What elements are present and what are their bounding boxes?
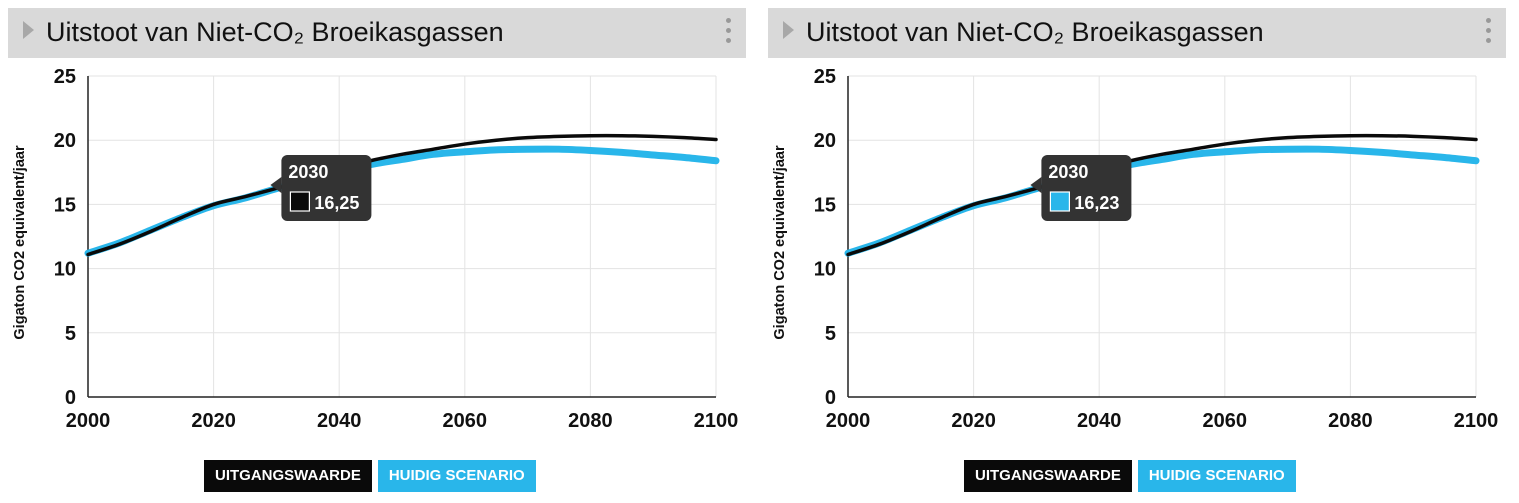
- tooltip-year: 2030: [288, 162, 328, 182]
- series-line-current-scenario: [84, 145, 720, 257]
- x-tick-label: 2000: [66, 410, 111, 432]
- y-tick-label: 5: [825, 323, 836, 345]
- y-tick-label: 20: [814, 130, 836, 152]
- kebab-menu-icon[interactable]: [1484, 18, 1492, 48]
- x-tick-label: 2080: [568, 410, 613, 432]
- tooltip-value: 16,25: [314, 193, 359, 213]
- chart-panel-right: Uitstoot van Niet-CO₂ Broeikasgassen 0 5 1…: [768, 0, 1512, 503]
- legend-item-baseline[interactable]: UITGANGSWAARDE: [964, 460, 1132, 492]
- x-tick-label: 2020: [191, 410, 236, 432]
- legend-item-current-scenario[interactable]: HUIDIG SCENARIO: [1137, 460, 1296, 492]
- tooltip-swatch: [289, 191, 310, 212]
- chart-panel-left: Uitstoot van Niet-CO₂ Broeikasgassen 0 5 1…: [8, 0, 752, 503]
- y-tick-label: 10: [814, 259, 836, 281]
- x-tick-label: 2100: [694, 410, 739, 432]
- y-tick-label: 15: [54, 194, 76, 216]
- x-tick-label: 2060: [443, 410, 488, 432]
- tooltip-year: 2030: [1048, 162, 1088, 182]
- grid: [847, 75, 1477, 398]
- x-tick-label: 2100: [1454, 410, 1499, 432]
- expand-triangle-icon[interactable]: [23, 21, 34, 39]
- x-tick-label: 2020: [951, 410, 996, 432]
- chart-header[interactable]: Uitstoot van Niet-CO₂ Broeikasgassen: [8, 8, 746, 58]
- y-axis-label: Gigaton CO2 equivalent/jaar: [12, 145, 28, 340]
- tooltip-swatch: [1049, 191, 1070, 212]
- chart-legend: UITGANGSWAARDE HUIDIG SCENARIO: [204, 460, 536, 492]
- chart-legend: UITGANGSWAARDE HUIDIG SCENARIO: [964, 460, 1296, 492]
- legend-item-baseline[interactable]: UITGANGSWAARDE: [204, 460, 372, 492]
- y-axis-label: Gigaton CO2 equivalent/jaar: [772, 145, 788, 340]
- y-tick-label: 0: [65, 387, 76, 409]
- line-chart[interactable]: 0 5 10 15 20 25 2000 2020 2040 2060 2080 2100 Gigato…: [768, 58, 1512, 458]
- y-tick-label: 0: [825, 387, 836, 409]
- expand-triangle-icon[interactable]: [783, 21, 794, 39]
- y-tick-label: 20: [54, 130, 76, 152]
- y-tick-label: 5: [65, 323, 76, 345]
- y-tick-label: 25: [54, 66, 76, 88]
- line-chart[interactable]: 0 5 10 15 20 25 2000 2020 2040 2060 2080 2100 Gigato…: [8, 58, 752, 458]
- chart-title: Uitstoot van Niet-CO₂ Broeikasgassen: [806, 17, 1264, 47]
- x-tick-label: 2000: [826, 410, 871, 432]
- tooltip-value: 16,23: [1074, 193, 1119, 213]
- grid: [87, 75, 717, 398]
- y-tick-label: 25: [814, 66, 836, 88]
- y-tick-label: 15: [814, 194, 836, 216]
- tooltip-pointer: [1030, 177, 1042, 193]
- y-tick-label: 10: [54, 259, 76, 281]
- tooltip: 2030 16,23: [1030, 155, 1132, 221]
- series-line-current-scenario: [844, 145, 1480, 257]
- tooltip: 2030 16,25: [270, 155, 372, 221]
- x-tick-label: 2040: [317, 410, 362, 432]
- x-tick-label: 2040: [1077, 410, 1122, 432]
- tooltip-pointer: [270, 177, 282, 193]
- kebab-menu-icon[interactable]: [724, 18, 732, 48]
- chart-header[interactable]: Uitstoot van Niet-CO₂ Broeikasgassen: [768, 8, 1506, 58]
- x-tick-label: 2060: [1203, 410, 1248, 432]
- series-line-baseline: [86, 133, 718, 257]
- legend-item-current-scenario[interactable]: HUIDIG SCENARIO: [377, 460, 536, 492]
- x-tick-label: 2080: [1328, 410, 1373, 432]
- series-line-baseline: [846, 133, 1478, 257]
- chart-title: Uitstoot van Niet-CO₂ Broeikasgassen: [46, 17, 504, 47]
